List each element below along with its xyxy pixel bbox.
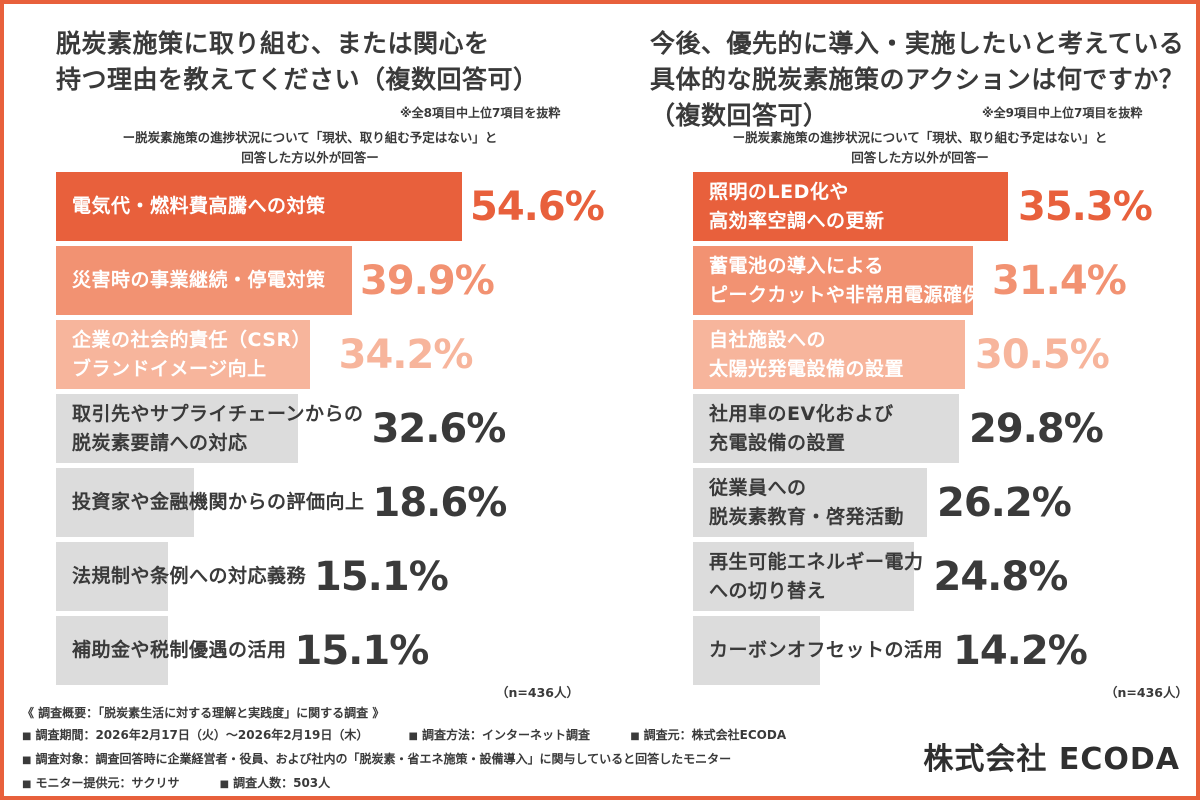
bar-category-label: 災害時の事業継続・停電対策	[72, 269, 326, 291]
bar	[56, 246, 352, 315]
left-note: ※全8項目中上位7項目を抜粋	[400, 106, 561, 120]
bar-category-label: 蓄電池の導入による ピークカットや非常用電源確保	[709, 254, 983, 306]
footer-line-2: ■ 調査期間：2026年2月17日（火）〜2026年2月19日（木） ■ 調査方法：…	[22, 724, 922, 748]
bar-row: 自社施設への 太陽光発電設備の設置 30.5%	[693, 320, 1189, 389]
bar-value-label: 24.8%	[933, 553, 1069, 600]
bar-value-label: 18.6%	[372, 479, 508, 526]
bar	[56, 172, 462, 241]
footer-bullet: ■	[408, 731, 418, 742]
bar	[56, 542, 168, 611]
bar	[693, 172, 1008, 241]
bar-row: 再生可能エネルギー電力 への切り替え 24.8%	[693, 542, 1189, 611]
bar-value-label: 29.8%	[969, 405, 1104, 452]
bar-row: 企業の社会的責任（CSR）や ブランドイメージ向上 34.2%	[56, 320, 736, 389]
footer-method: 調査方法：インターネット調査	[422, 728, 591, 742]
bar-row: 補助金や税制優遇の活用 15.1%	[56, 616, 736, 685]
bar-row: 投資家や金融機関からの評価向上 18.6%	[56, 468, 736, 537]
bar-value-label: 14.2%	[953, 627, 1088, 674]
bar-row: 従業員への 脱炭素教育・啓発活動 26.2%	[693, 468, 1189, 537]
bar	[56, 320, 310, 389]
bar-row: 照明のLED化や 高効率空調への更新 35.3%	[693, 172, 1189, 241]
bar	[693, 394, 959, 463]
bar	[693, 468, 927, 537]
footer-provider: モニター提供元：サクリサ	[35, 776, 180, 790]
bar-value-label: 31.4%	[992, 257, 1127, 304]
bar	[56, 468, 194, 537]
bar-value-label: 32.6%	[371, 405, 507, 452]
bar-category-label: 電気代・燃料費高騰への対策	[72, 195, 326, 217]
footer-target: 調査対象：調査回答時に企業経営者・役員、および社内の「脱炭素・省エネ施策・設備導…	[35, 752, 732, 766]
footer-survey-overview: 《 調査概要：「脱炭素生活に対する理解と実践度」に関する調査 》	[22, 706, 385, 720]
footer-line-4: ■ モニター提供元：サクリサ ■ 調査人数：503人	[22, 772, 922, 796]
bar	[693, 542, 914, 611]
bar-value-label: 39.9%	[360, 257, 495, 304]
bar-row: 災害時の事業継続・停電対策 39.9%	[56, 246, 736, 315]
footer-count: 調査人数：503人	[233, 776, 331, 790]
left-chart-title: 脱炭素施策に取り組む、または関心を 持つ理由を教えてください（複数回答可）	[56, 29, 539, 94]
bar-category-label: 照明のLED化や 高効率空調への更新	[709, 180, 885, 232]
footer-bullet: ■	[22, 779, 32, 790]
bar-value-label: 54.6%	[470, 183, 605, 230]
bar-category-label: 取引先やサプライチェーンからの 脱炭素要請への対応	[72, 402, 364, 454]
bar-category-label: 自社施設への 太陽光発電設備の設置	[709, 328, 905, 380]
footer-period: 調査期間：2026年2月17日（火）〜2026年2月19日（木）	[35, 728, 369, 742]
bar-row: 電気代・燃料費高騰への対策 54.6%	[56, 172, 736, 241]
footer-line-3: ■ 調査対象：調査回答時に企業経営者・役員、および社内の「脱炭素・省エネ施策・設備…	[22, 748, 922, 772]
bar-row: 法規制や条例への対応義務 15.1%	[56, 542, 736, 611]
bar	[56, 394, 298, 463]
bar	[693, 320, 965, 389]
bar-value-label: 26.2%	[937, 479, 1072, 526]
bar-category-label: カーボンオフセットの活用	[709, 639, 944, 661]
bar-category-label: 企業の社会的責任（CSR）や ブランドイメージ向上	[72, 328, 331, 380]
bar-value-label: 15.1%	[314, 553, 449, 600]
right-chart-title: 今後、優先的に導入・実施したいと考えている 具体的な脱炭素施策のアクションは何で…	[650, 29, 1185, 130]
bar-row: 取引先やサプライチェーンからの 脱炭素要請への対応 32.6%	[56, 394, 736, 463]
survey-footer: 《 調査概要：「脱炭素生活に対する理解と実践度」に関する調査 》 ■ 調査期間：2…	[22, 702, 922, 796]
footer-bullet: ■	[219, 779, 230, 790]
bar-value-label: 30.5%	[975, 331, 1110, 378]
company-logo-text: 株式会社 ECODA	[923, 742, 1180, 777]
bar-row: カーボンオフセットの活用 14.2%	[693, 616, 1189, 685]
bar-category-label: 再生可能エネルギー電力 への切り替え	[709, 550, 924, 602]
bar	[56, 616, 168, 685]
bar	[693, 616, 820, 685]
bar-value-label: 15.1%	[294, 627, 430, 674]
bar-row: 社用車のEV化および 充電設備の設置 29.8%	[693, 394, 1189, 463]
bar-value-label: 35.3%	[1018, 183, 1153, 230]
bar-value-label: 34.2%	[338, 331, 474, 378]
left-subtitle: ー脱炭素施策の進捗状況について「現状、取り組む予定はない」と 回答した方以外が回…	[122, 130, 498, 165]
bar-category-label: 社用車のEV化および 充電設備の設置	[709, 402, 894, 454]
bar-row: 蓄電池の導入による ピークカットや非常用電源確保 31.4%	[693, 246, 1189, 315]
footer-source: 調査元：株式会社ECODA	[643, 728, 787, 742]
right-n-label: （n=436人）	[1105, 685, 1188, 700]
bar-category-label: 投資家や金融機関からの評価向上	[72, 491, 365, 513]
footer-bullet: ■	[22, 731, 32, 742]
footer-bullet: ■	[22, 755, 32, 766]
left-n-label: （n=436人）	[496, 685, 579, 700]
bar-category-label: 従業員への 脱炭素教育・啓発活動	[709, 476, 905, 528]
footer-bullet: ■	[630, 731, 640, 742]
bar-category-label: 法規制や条例への対応義務	[72, 565, 307, 587]
right-subtitle: ー脱炭素施策の進捗状況について「現状、取り組む予定はない」と 回答した方以外が回…	[732, 130, 1108, 165]
right-note: ※全9項目中上位7項目を抜粋	[982, 106, 1143, 120]
bar-category-label: 補助金や税制優遇の活用	[72, 639, 287, 661]
bar	[693, 246, 973, 315]
